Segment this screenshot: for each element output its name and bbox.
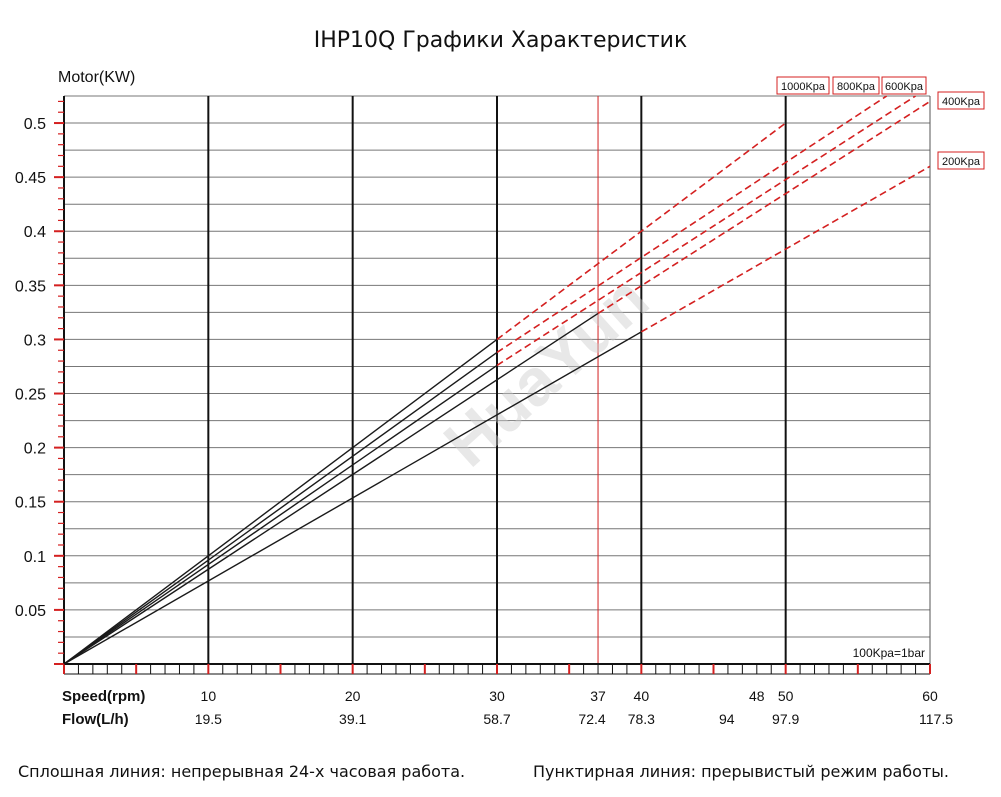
legend-tag-box: [937, 91, 985, 110]
series-solid-400kpa: [63, 312, 599, 665]
y-tick-label: 0.15: [15, 495, 46, 512]
footer-solid-note: Сплошная линия: непрерывная 24-х часовая…: [18, 762, 466, 781]
flow-tick-label: 117.5: [919, 711, 953, 727]
y-tick-label: 0.5: [24, 116, 46, 133]
y-axis-title: Motor(KW): [58, 69, 135, 86]
flow-tick-label: 78.3: [628, 711, 655, 727]
flow-tick-label: 97.9: [772, 711, 799, 727]
unit-note: 100Kpa=1bar: [853, 646, 925, 660]
series-dashed-600kpa: [496, 95, 916, 367]
flow-tick-label: 72.4: [578, 711, 605, 727]
speed-tick-label: 48: [749, 688, 765, 704]
legend-tag-box: [832, 76, 880, 95]
speed-tick-label: 30: [489, 688, 505, 704]
y-tick-label: 0.45: [15, 170, 46, 187]
y-tick-label: 0.4: [24, 224, 46, 241]
legend-tag-label: 1000Kpa: [781, 81, 826, 93]
series-dashed-200kpa: [640, 165, 931, 333]
y-tick-label: 0.25: [15, 387, 46, 404]
flow-tick-label: 94: [719, 711, 735, 727]
speed-tick-label: 60: [922, 688, 938, 704]
speed-tick-label: 40: [634, 688, 650, 704]
series-solid-800kpa: [63, 351, 498, 665]
chart-title: IHP10Q Графики Характеристик: [313, 28, 688, 53]
series-dashed-1000kpa: [496, 122, 787, 341]
speed-tick-label: 20: [345, 688, 361, 704]
y-tick-label: 0.3: [24, 332, 46, 349]
flow-axis-label: Flow(L/h): [62, 711, 129, 728]
y-tick-label: 0.1: [24, 549, 46, 566]
series-solid-600kpa: [63, 364, 498, 665]
series-dashed-400kpa: [597, 100, 931, 315]
series-solid-200kpa: [63, 331, 642, 665]
flow-tick-label: 19.5: [195, 711, 222, 727]
y-tick-label: 0.35: [15, 278, 46, 295]
legend-tag-box: [881, 76, 927, 95]
speed-tick-label: 10: [201, 688, 217, 704]
speed-tick-label: 50: [778, 688, 794, 704]
legend-tag-label: 600Kpa: [885, 81, 924, 93]
y-tick-label: 0.2: [24, 441, 46, 458]
legend-tag-label: 400Kpa: [942, 96, 981, 108]
flow-tick-label: 58.7: [483, 711, 510, 727]
speed-axis-label: Speed(rpm): [62, 688, 145, 705]
legend-tag-label: 200Kpa: [942, 156, 981, 168]
footer-dashed-note: Пунктирная линия: прерывистый режим рабо…: [533, 762, 949, 781]
flow-tick-label: 39.1: [339, 711, 366, 727]
legend-tag-box: [776, 76, 830, 95]
legend-tag-label: 800Kpa: [837, 81, 876, 93]
legend-tag-box: [937, 151, 985, 170]
series-dashed-800kpa: [496, 95, 888, 354]
speed-tick-label: 37: [590, 688, 606, 704]
y-tick-label: 0.05: [15, 603, 46, 620]
series-solid-1000kpa: [63, 338, 498, 665]
